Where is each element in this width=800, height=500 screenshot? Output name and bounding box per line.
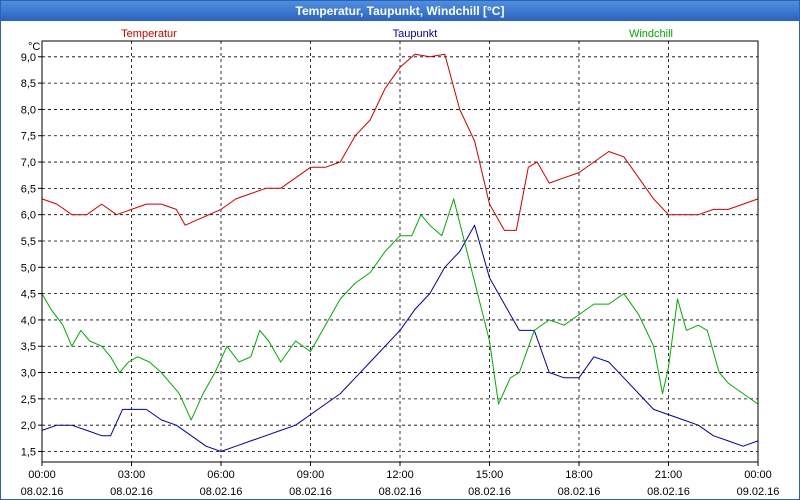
x-tick-date-label: 08.02.16 [379, 486, 422, 498]
legend-entry-temperatur: Temperatur [121, 28, 177, 40]
x-tick-time-label: 00:00 [744, 469, 772, 481]
window-title: Temperatur, Taupunkt, Windchill [°C] [1, 1, 799, 21]
series-line-windchill [41, 198, 759, 421]
y-tick-label: 8,0 [21, 104, 36, 116]
y-tick-label: 7,5 [21, 131, 36, 143]
y-tick-label: 6,5 [21, 183, 36, 195]
x-tick-time-label: 18:00 [565, 469, 593, 481]
x-tick-date-label: 08.02.16 [647, 486, 690, 498]
y-tick-label: 3,0 [21, 368, 36, 380]
y-tick-label: 1,5 [21, 446, 36, 458]
x-tick-date-label: 08.02.16 [289, 486, 332, 498]
x-tick-time-label: 21:00 [655, 469, 683, 481]
y-tick-label: 4,0 [21, 315, 36, 327]
grid [42, 41, 758, 462]
x-tick-date-label: 08.02.16 [468, 486, 511, 498]
y-tick-label: 4,5 [21, 289, 36, 301]
y-tick-label: 3,5 [21, 341, 36, 353]
y-unit-label: °C [28, 41, 40, 53]
series-line-temperatur [41, 53, 759, 231]
x-tick-time-label: 00:00 [28, 469, 56, 481]
axes: °C 1,5 2,0 2,5 3,0 3,5 4,0 4,5 5,0 5,5 6,0 6,5 7,0 7,… [21, 41, 780, 498]
x-tick-date-label: 09.02.16 [737, 486, 780, 498]
series-lines [41, 53, 759, 452]
y-tick-label: 5,5 [21, 236, 36, 248]
y-tick-label: 7,0 [21, 157, 36, 169]
x-tick-date-label: 08.02.16 [558, 486, 601, 498]
x-tick-time-label: 15:00 [476, 469, 504, 481]
legend-entry-taupunkt: Taupunkt [393, 28, 438, 40]
x-tick-date-label: 08.02.16 [21, 486, 64, 498]
x-tick-time-label: 12:00 [386, 469, 414, 481]
series-line-taupunkt [41, 224, 759, 452]
x-tick-date-label: 08.02.16 [200, 486, 243, 498]
y-tick-label: 5,0 [21, 262, 36, 274]
y-tick-label: 2,0 [21, 420, 36, 432]
y-tick-label: 8,5 [21, 78, 36, 90]
legend: Temperatur Taupunkt Windchill [121, 28, 673, 40]
x-tick-time-label: 09:00 [297, 469, 325, 481]
x-tick-time-label: 06:00 [207, 469, 235, 481]
legend-entry-windchill: Windchill [629, 28, 673, 40]
y-tick-label: 2,5 [21, 394, 36, 406]
y-tick-label: 9,0 [21, 52, 36, 64]
y-tick-label: 6,0 [21, 210, 36, 222]
line-chart: °C 1,5 2,0 2,5 3,0 3,5 4,0 4,5 5,0 5,5 6,0 6,5 7,0 7,… [21, 28, 780, 498]
x-tick-time-label: 03:00 [118, 469, 146, 481]
x-tick-date-label: 08.02.16 [110, 486, 153, 498]
